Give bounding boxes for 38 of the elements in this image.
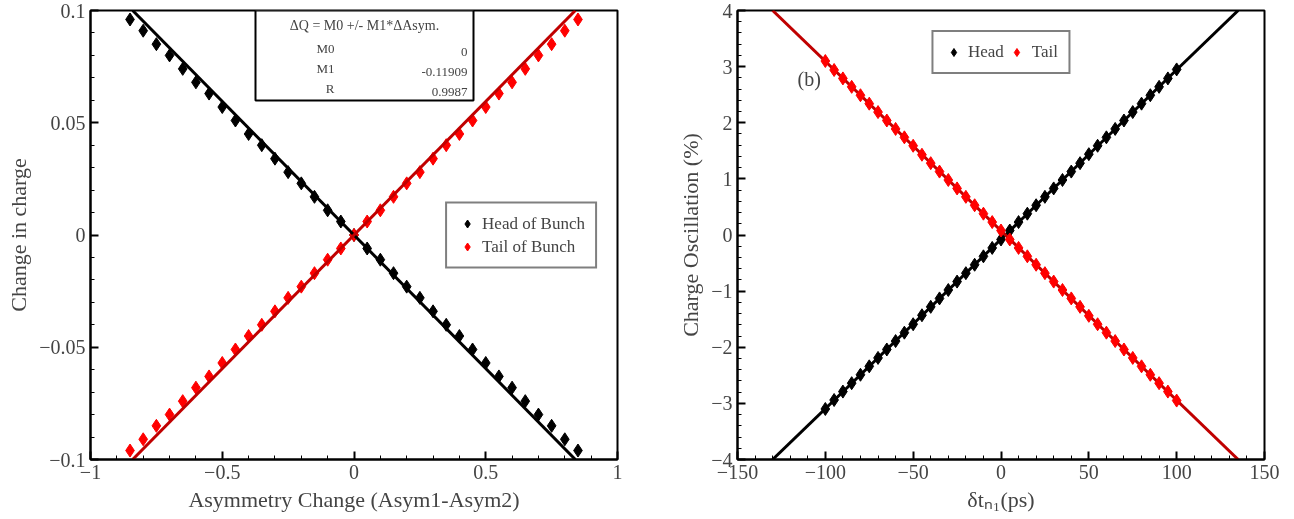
y-tick-label: 0.05 <box>50 111 86 134</box>
annotation: -0.11909 <box>421 63 468 79</box>
y-tick-label: −2 <box>711 336 733 359</box>
y-tick-label: −0.05 <box>39 336 86 359</box>
x-tick-label: 50 <box>1078 460 1099 483</box>
y-tick-label: 0 <box>722 224 733 246</box>
legend-label: Head <box>967 42 1004 62</box>
annotation: M1 <box>316 60 335 76</box>
x-tick-label: −100 <box>804 460 846 483</box>
x-tick-label: −0.5 <box>204 460 241 483</box>
y-axis-title: Change in charge <box>6 158 32 312</box>
annotation: 0 <box>461 43 468 59</box>
y-tick-label: 0 <box>75 224 86 246</box>
x-axis-title: δtₙ₁(ps) <box>967 486 1035 512</box>
annotation: M0 <box>316 40 335 56</box>
x-tick-label: 100 <box>1161 460 1192 483</box>
annotation: (b) <box>797 67 821 91</box>
y-tick-label: −1 <box>711 280 733 303</box>
x-tick-label: 1 <box>612 460 623 483</box>
y-tick-label: 0.1 <box>60 0 86 22</box>
x-tick-label: 150 <box>1249 460 1280 483</box>
legend-label: Head of Bunch <box>482 213 585 233</box>
x-tick-label: 0.5 <box>473 460 499 483</box>
y-tick-label: 1 <box>722 167 733 190</box>
y-tick-label: 3 <box>722 55 733 78</box>
y-tick-label: 4 <box>722 0 733 22</box>
annotation: ΔQ = M0 +/- M1*ΔAsym. <box>289 17 440 33</box>
x-tick-label: −50 <box>897 460 929 483</box>
annotation: R <box>325 80 335 96</box>
legend-label: Tail <box>1031 42 1059 62</box>
annotation: 0.9987 <box>431 83 468 99</box>
x-axis-title: Asymmetry Change (Asym1-Asym2) <box>188 486 520 512</box>
y-axis-title: Charge Oscillation (%) <box>678 133 704 337</box>
y-tick-label: 2 <box>722 111 733 134</box>
x-tick-label: 0 <box>996 460 1006 483</box>
legend-label: Tail of Bunch <box>482 236 576 256</box>
x-tick-label: 0 <box>349 460 359 483</box>
y-tick-label: −3 <box>711 392 733 415</box>
